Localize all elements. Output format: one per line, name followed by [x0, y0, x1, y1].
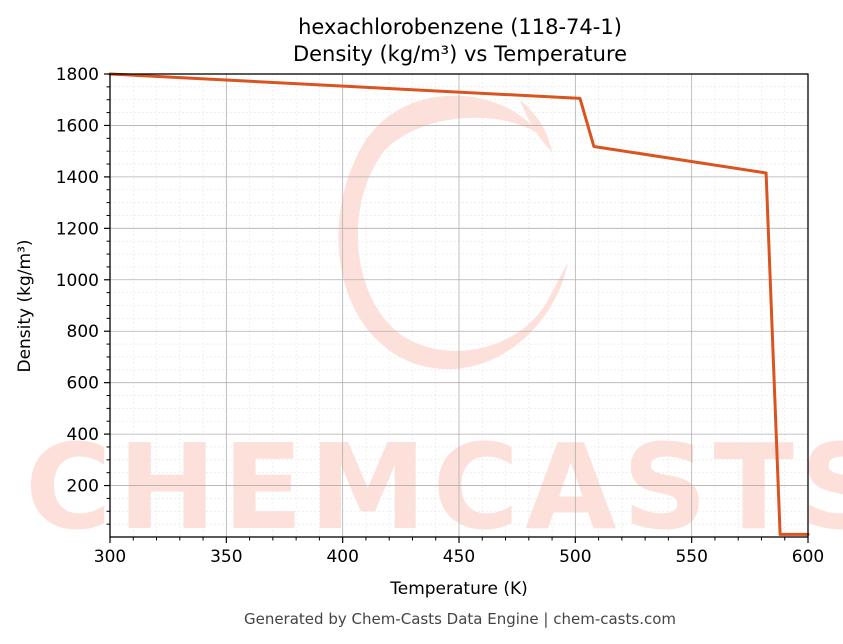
y-tick-label: 200 — [67, 477, 99, 497]
x-tick-label: 400 — [326, 547, 358, 567]
chemcasts-watermark: CHEMCASTS — [25, 95, 843, 556]
y-axis: 200 400 600 800 1000 1200 1400 1600 1800 — [56, 65, 110, 525]
x-tick-label: 450 — [443, 547, 475, 567]
x-tick-label: 600 — [792, 547, 824, 567]
chart-title-line1: hexachlorobenzene (118-74-1) — [298, 15, 622, 39]
y-tick-label: 1200 — [56, 219, 99, 239]
watermark-text: CHEMCASTS — [25, 418, 843, 556]
footer-credit: Generated by Chem-Casts Data Engine | ch… — [244, 610, 676, 628]
y-tick-label: 1600 — [56, 116, 99, 136]
density-series-line — [108, 72, 810, 536]
y-tick-label: 600 — [67, 374, 99, 394]
grid — [109, 73, 809, 537]
y-tick-label: 400 — [67, 425, 99, 445]
x-axis-label: Temperature (K) — [389, 579, 528, 599]
y-tick-label: 1000 — [56, 271, 99, 291]
x-tick-label: 500 — [559, 547, 591, 567]
y-tick-label: 800 — [67, 322, 99, 342]
y-tick-label: 1800 — [56, 65, 99, 85]
x-axis: 300 350 400 450 500 550 600 — [94, 537, 824, 567]
series-layer — [108, 72, 810, 536]
watermark-swirl-logo — [338, 95, 568, 370]
y-axis-label: Density (kg/m³) — [15, 239, 35, 372]
x-tick-label: 350 — [210, 547, 242, 567]
x-tick-label: 300 — [94, 547, 126, 567]
y-tick-label: 1400 — [56, 168, 99, 188]
x-tick-label: 550 — [675, 547, 707, 567]
chart-title-line2: Density (kg/m³) vs Temperature — [293, 42, 627, 66]
